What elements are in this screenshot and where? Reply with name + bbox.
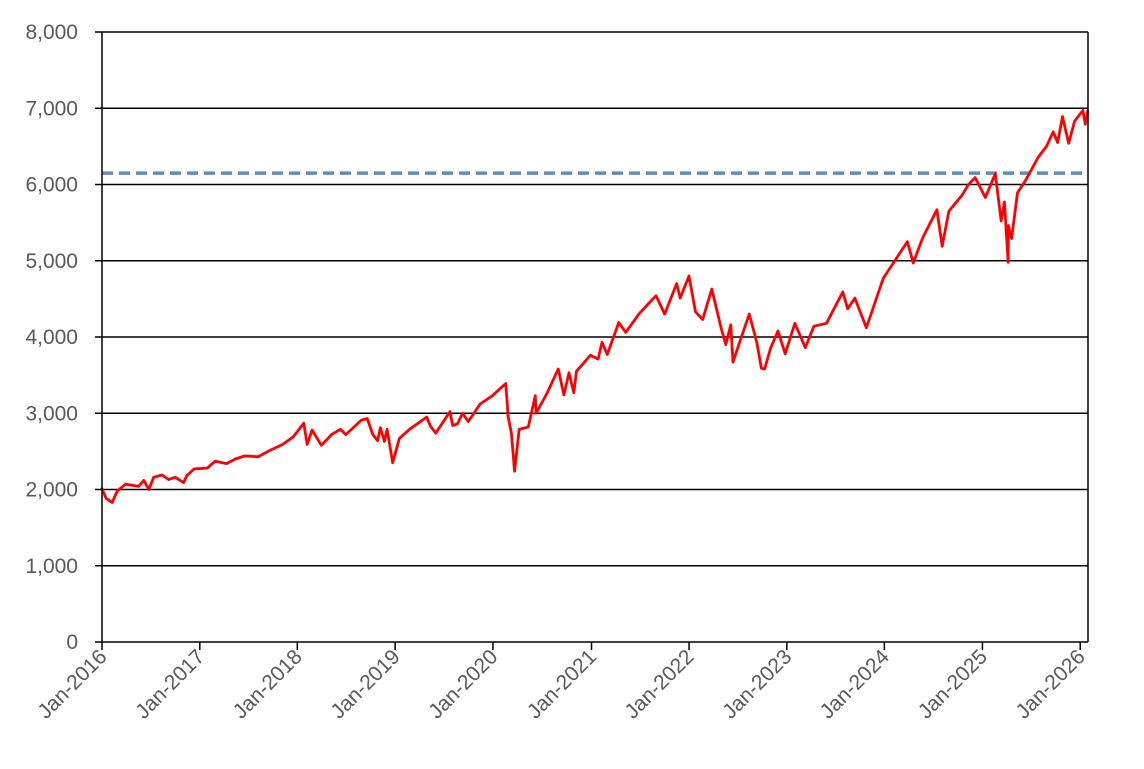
series-layer (100, 109, 1090, 504)
x-tick-label: Jan-2020 (424, 645, 502, 723)
x-tick-label: Jan-2018 (229, 645, 307, 723)
y-tick-label: 4,000 (25, 326, 78, 349)
y-tick-label: 1,000 (25, 555, 78, 578)
y-tick-label: 2,000 (25, 479, 78, 502)
y-tick-label: 5,000 (25, 250, 78, 273)
x-tick-labels: Jan-2016 Jan-2017 Jan-2018 Jan-2019 Jan-2020… (33, 645, 1089, 723)
x-tick-label: Jan-2026 (1012, 645, 1090, 723)
x-tick-label: Jan-2025 (914, 645, 992, 723)
axes (95, 31, 1089, 650)
x-tick-label: Jan-2019 (326, 645, 404, 723)
x-tick-label: Jan-2022 (620, 645, 698, 723)
y-tick-label: 7,000 (25, 97, 78, 120)
y-tick-label: 6,000 (25, 174, 78, 197)
series-line (100, 109, 1090, 504)
y-tick-labels: 0 1,000 2,000 3,000 4,000 5,000 6,000 7,000 8,00… (25, 21, 78, 654)
x-tick-label: Jan-2021 (523, 645, 601, 723)
y-tick-label: 8,000 (25, 21, 78, 44)
x-tick-label: Jan-2016 (33, 645, 111, 723)
x-tick-label: Jan-2017 (131, 645, 209, 723)
y-tick-label: 3,000 (25, 402, 78, 425)
y-tick-label: 0 (66, 631, 78, 654)
x-tick-label: Jan-2023 (718, 645, 796, 723)
x-tick-label: Jan-2024 (816, 645, 894, 723)
gridlines (102, 31, 1088, 567)
